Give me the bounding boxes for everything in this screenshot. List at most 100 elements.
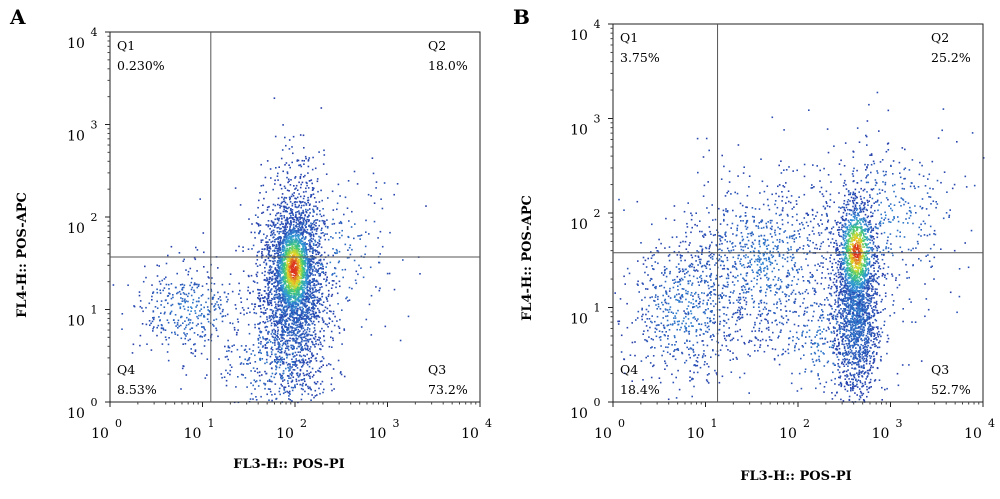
scatter-point — [287, 391, 290, 394]
scatter-point — [318, 239, 321, 241]
scatter-point — [252, 367, 255, 369]
scatter-point — [292, 331, 295, 334]
scatter-point — [322, 301, 325, 303]
scatter-point — [234, 304, 237, 306]
scatter-point — [402, 259, 404, 261]
scatter-point — [267, 295, 269, 297]
scatter-point — [323, 214, 325, 217]
scatter-point — [270, 309, 273, 311]
scatter-point — [835, 279, 838, 282]
scatter-point — [294, 273, 297, 275]
scatter-point — [267, 241, 269, 243]
scatter-point — [275, 398, 277, 400]
scatter-point — [288, 287, 290, 290]
scatter-point — [318, 267, 320, 270]
scatter-point — [293, 313, 295, 316]
scatter-point — [313, 280, 316, 282]
scatter-point — [315, 232, 317, 235]
scatter-point — [304, 236, 307, 239]
scatter-point — [299, 265, 301, 268]
scatter-point — [308, 318, 311, 321]
scatter-point — [195, 324, 198, 327]
scatter-point — [285, 266, 288, 268]
scatter-point — [271, 279, 273, 282]
scatter-point — [303, 303, 305, 305]
scatter-point — [291, 311, 293, 313]
scatter-point — [299, 164, 302, 166]
scatter-point — [282, 205, 285, 208]
scatter-point — [268, 276, 271, 279]
scatter-point — [302, 134, 305, 137]
scatter-point — [854, 280, 857, 282]
scatter-point — [860, 223, 862, 225]
scatter-point — [259, 264, 261, 266]
scatter-point — [281, 311, 283, 313]
scatter-point — [290, 195, 293, 198]
scatter-point — [301, 365, 303, 368]
scatter-point — [291, 322, 293, 325]
scatter-point — [304, 315, 306, 317]
scatter-point — [309, 275, 311, 278]
scatter-point — [279, 244, 282, 246]
scatter-point — [195, 306, 197, 308]
scatter-point — [301, 249, 303, 251]
scatter-point — [839, 271, 842, 274]
scatter-point — [271, 257, 274, 259]
scatter-point — [257, 288, 259, 291]
scatter-point — [307, 297, 309, 299]
scatter-point — [268, 278, 271, 281]
scatter-point — [299, 134, 302, 136]
scatter-point — [287, 218, 289, 220]
scatter-point — [283, 255, 286, 257]
scatter-point — [310, 302, 313, 305]
scatter-point — [304, 332, 307, 335]
scatter-point — [287, 284, 290, 286]
scatter-point — [303, 218, 306, 221]
scatter-point — [296, 383, 298, 385]
scatter-point — [324, 274, 327, 276]
scatter-point — [322, 310, 324, 313]
scatter-point — [282, 343, 284, 345]
scatter-point — [146, 343, 148, 345]
scatter-point — [851, 378, 853, 380]
scatter-point — [284, 187, 287, 189]
scatter-point — [292, 282, 295, 285]
scatter-point — [278, 355, 281, 358]
scatter-point — [286, 328, 289, 330]
scatter-point — [254, 370, 256, 372]
scatter-point — [284, 271, 287, 273]
scatter-point — [282, 271, 285, 274]
scatter-point — [312, 233, 315, 236]
scatter-point — [293, 303, 295, 305]
scatter-point — [295, 211, 297, 214]
scatter-point — [875, 300, 878, 303]
scatter-point — [305, 157, 307, 160]
scatter-point — [339, 285, 341, 288]
scatter-point — [287, 181, 289, 184]
scatter-point — [328, 282, 330, 284]
scatter-point — [298, 213, 301, 215]
scatter-point — [289, 258, 291, 260]
scatter-point — [261, 248, 263, 250]
scatter-point — [302, 231, 305, 234]
scatter-point — [296, 318, 299, 321]
scatter-point — [302, 268, 305, 270]
scatter-point — [301, 287, 304, 289]
scatter-point — [286, 306, 288, 308]
scatter-point — [273, 249, 276, 252]
scatter-point — [282, 250, 284, 252]
scatter-point — [283, 312, 286, 315]
scatter-point — [198, 300, 200, 303]
scatter-point — [278, 342, 280, 344]
scatter-point — [172, 294, 174, 296]
scatter-point — [326, 307, 329, 310]
scatter-point — [289, 296, 291, 299]
scatter-point — [319, 330, 321, 333]
scatter-point — [278, 322, 281, 324]
scatter-point — [317, 251, 319, 253]
scatter-point — [301, 231, 304, 234]
scatter-point — [167, 294, 170, 297]
scatter-point — [316, 270, 318, 272]
scatter-point — [208, 313, 210, 316]
scatter-point — [247, 286, 250, 289]
